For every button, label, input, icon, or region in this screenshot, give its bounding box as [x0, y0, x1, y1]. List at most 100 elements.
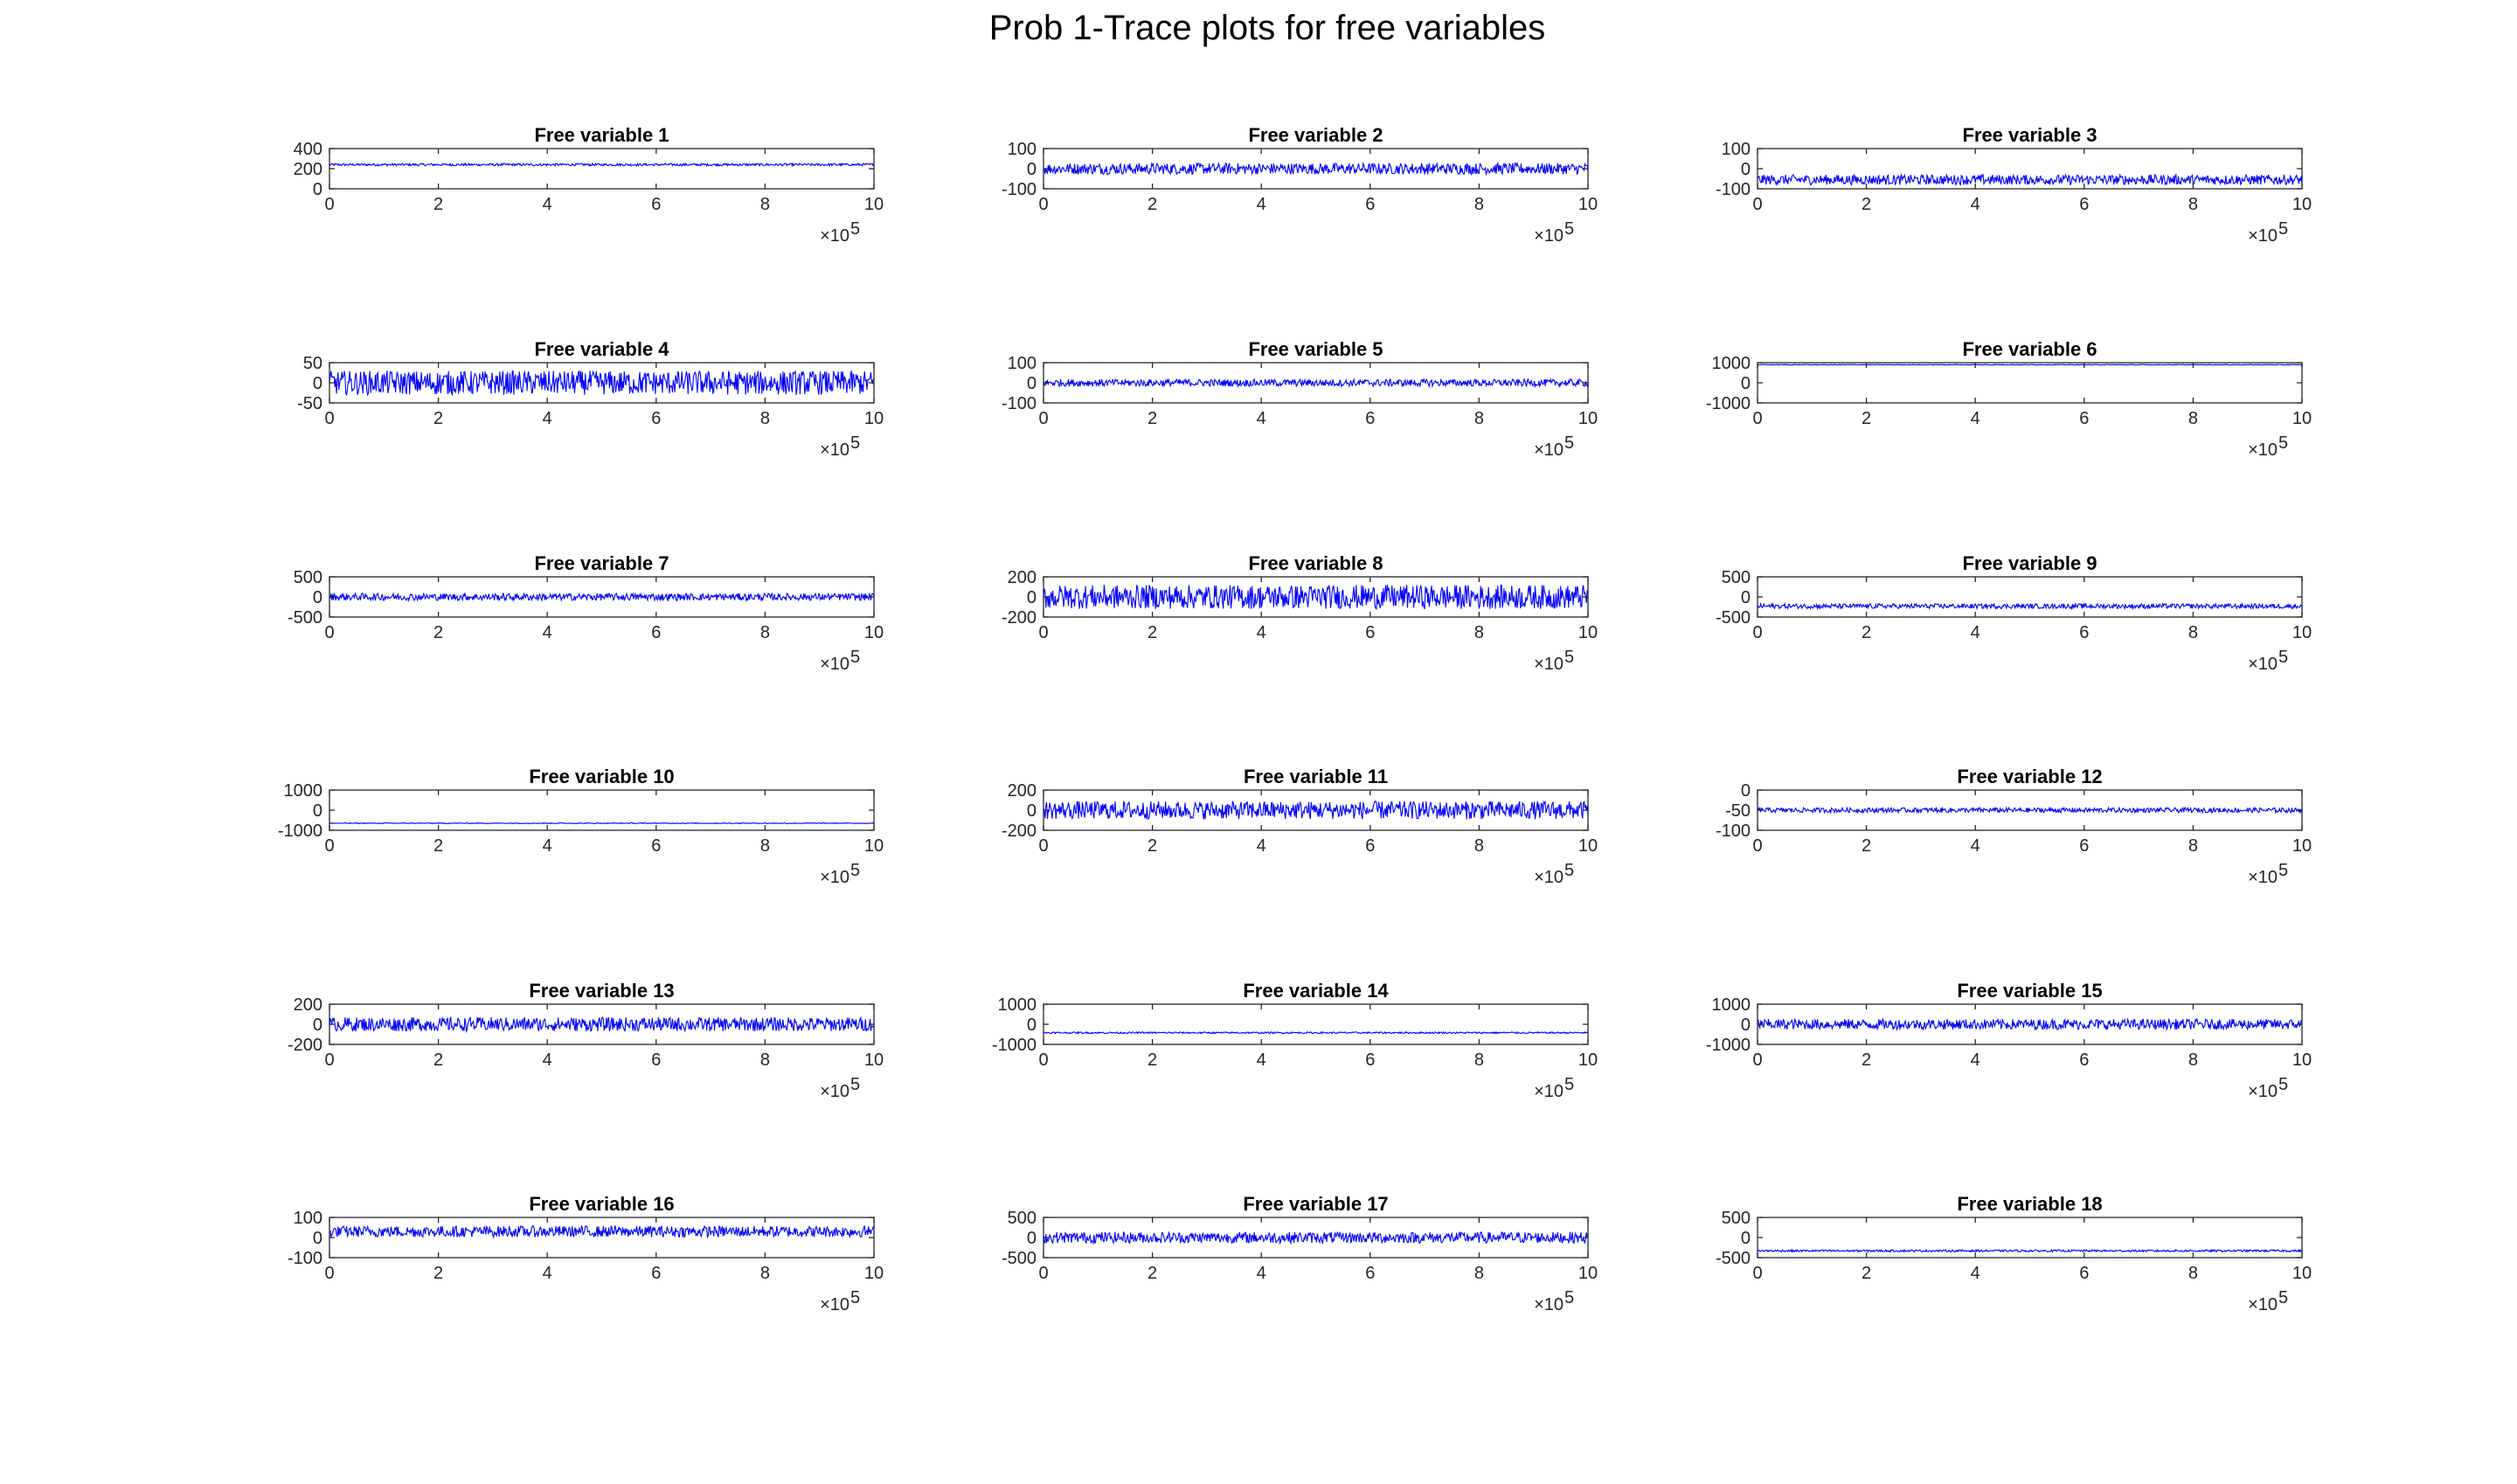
x-tick-label: 0 — [1038, 195, 1048, 214]
subplot-title: Free variable 13 — [529, 980, 674, 1002]
x-tick-label: 6 — [651, 1264, 661, 1283]
x-tick-label: 0 — [1752, 409, 1762, 428]
x-tick-label: 10 — [864, 195, 884, 214]
x-tick-label: 6 — [651, 1051, 661, 1070]
x-exponent-label: ×10 — [2248, 226, 2278, 246]
x-exponent-label: ×10 — [1534, 868, 1564, 887]
x-tick-label: 8 — [2188, 836, 2198, 856]
x-tick-label: 0 — [1752, 1051, 1762, 1070]
y-tick-label: 0 — [1741, 374, 1751, 393]
x-exponent-label: ×10 — [2248, 1295, 2278, 1314]
x-exponent-power: 5 — [850, 1075, 860, 1094]
y-tick-label: -100 — [1716, 822, 1751, 841]
x-tick-label: 4 — [1257, 1051, 1266, 1070]
x-tick-label: 10 — [2292, 195, 2312, 214]
x-exponent-power: 5 — [1564, 648, 1574, 667]
x-exponent-power: 5 — [2278, 219, 2288, 239]
y-tick-label: -100 — [1716, 180, 1751, 199]
y-tick-label: -50 — [297, 394, 322, 413]
y-tick-label: 200 — [1008, 568, 1037, 587]
x-exponent-power: 5 — [2278, 1075, 2288, 1094]
y-tick-label: -200 — [1002, 822, 1037, 841]
y-tick-label: 0 — [1741, 588, 1751, 607]
x-exponent-power: 5 — [1564, 1288, 1574, 1307]
x-tick-label: 2 — [433, 836, 443, 856]
trace-line — [1043, 377, 1589, 389]
x-tick-label: 4 — [1257, 623, 1266, 642]
x-tick-label: 8 — [2188, 623, 2198, 642]
x-tick-label: 2 — [1862, 623, 1871, 642]
x-tick-label: 8 — [2188, 195, 2198, 214]
x-exponent-label: ×10 — [820, 868, 849, 887]
subplot-title: Free variable 2 — [1248, 124, 1383, 146]
y-tick-label: 0 — [313, 588, 322, 607]
x-tick-label: 8 — [1474, 195, 1484, 214]
x-exponent-power: 5 — [2278, 1288, 2288, 1307]
x-tick-label: 2 — [1148, 409, 1157, 428]
x-tick-label: 10 — [2292, 836, 2312, 856]
x-exponent-label: ×10 — [820, 1295, 849, 1314]
x-tick-label: 4 — [1971, 623, 1980, 642]
axes-box — [1757, 1217, 2303, 1259]
x-tick-label: 6 — [1365, 1264, 1375, 1283]
y-tick-label: 0 — [1027, 1016, 1037, 1035]
x-tick-label: 8 — [1474, 836, 1484, 856]
y-tick-label: 0 — [1027, 374, 1037, 393]
trace-line — [1043, 161, 1589, 177]
trace-line — [1757, 601, 2303, 611]
subplot-title: Free variable 8 — [1248, 552, 1383, 574]
x-tick-label: 4 — [543, 195, 552, 214]
y-tick-label: 500 — [1722, 568, 1751, 587]
trace-line — [329, 1224, 875, 1239]
x-tick-label: 2 — [1862, 1264, 1871, 1283]
x-tick-label: 0 — [324, 409, 334, 428]
x-exponent-power: 5 — [1564, 433, 1574, 453]
subplot-title: Free variable 10 — [529, 766, 674, 787]
x-tick-label: 2 — [433, 623, 443, 642]
x-tick-label: 4 — [543, 836, 552, 856]
x-tick-label: 4 — [1971, 1051, 1980, 1070]
x-tick-label: 6 — [651, 623, 661, 642]
trace-line — [329, 162, 875, 168]
x-tick-label: 8 — [760, 1051, 770, 1070]
x-tick-label: 10 — [864, 409, 884, 428]
x-exponent-label: ×10 — [1534, 1295, 1564, 1314]
x-exponent-label: ×10 — [1534, 440, 1564, 460]
x-exponent-label: ×10 — [820, 440, 849, 460]
x-exponent-label: ×10 — [2248, 868, 2278, 887]
x-tick-label: 4 — [1971, 836, 1980, 856]
x-tick-label: 6 — [1365, 1051, 1375, 1070]
subplot-title: Free variable 15 — [1957, 980, 2102, 1002]
y-tick-label: 200 — [294, 995, 322, 1015]
x-exponent-power: 5 — [850, 861, 860, 880]
x-tick-label: 0 — [324, 195, 334, 214]
subplot-title: Free variable 11 — [1244, 766, 1388, 787]
y-tick-label: 500 — [294, 568, 322, 587]
trace-line — [1757, 172, 2303, 187]
x-tick-label: 4 — [1971, 1264, 1980, 1283]
x-exponent-power: 5 — [2278, 648, 2288, 667]
x-exponent-power: 5 — [850, 433, 860, 453]
y-tick-label: -50 — [1725, 801, 1751, 821]
subplot-title: Free variable 5 — [1248, 338, 1383, 360]
x-tick-label: 0 — [1038, 1051, 1048, 1070]
y-tick-label: -1000 — [992, 1036, 1037, 1055]
x-tick-label: 2 — [1148, 195, 1157, 214]
x-exponent-power: 5 — [2278, 861, 2288, 880]
x-exponent-label: ×10 — [2248, 440, 2278, 460]
x-exponent-power: 5 — [1564, 1075, 1574, 1094]
x-exponent-power: 5 — [850, 219, 860, 239]
axes-box — [329, 789, 875, 831]
x-tick-label: 10 — [1578, 195, 1598, 214]
x-exponent-label: ×10 — [1534, 655, 1564, 674]
